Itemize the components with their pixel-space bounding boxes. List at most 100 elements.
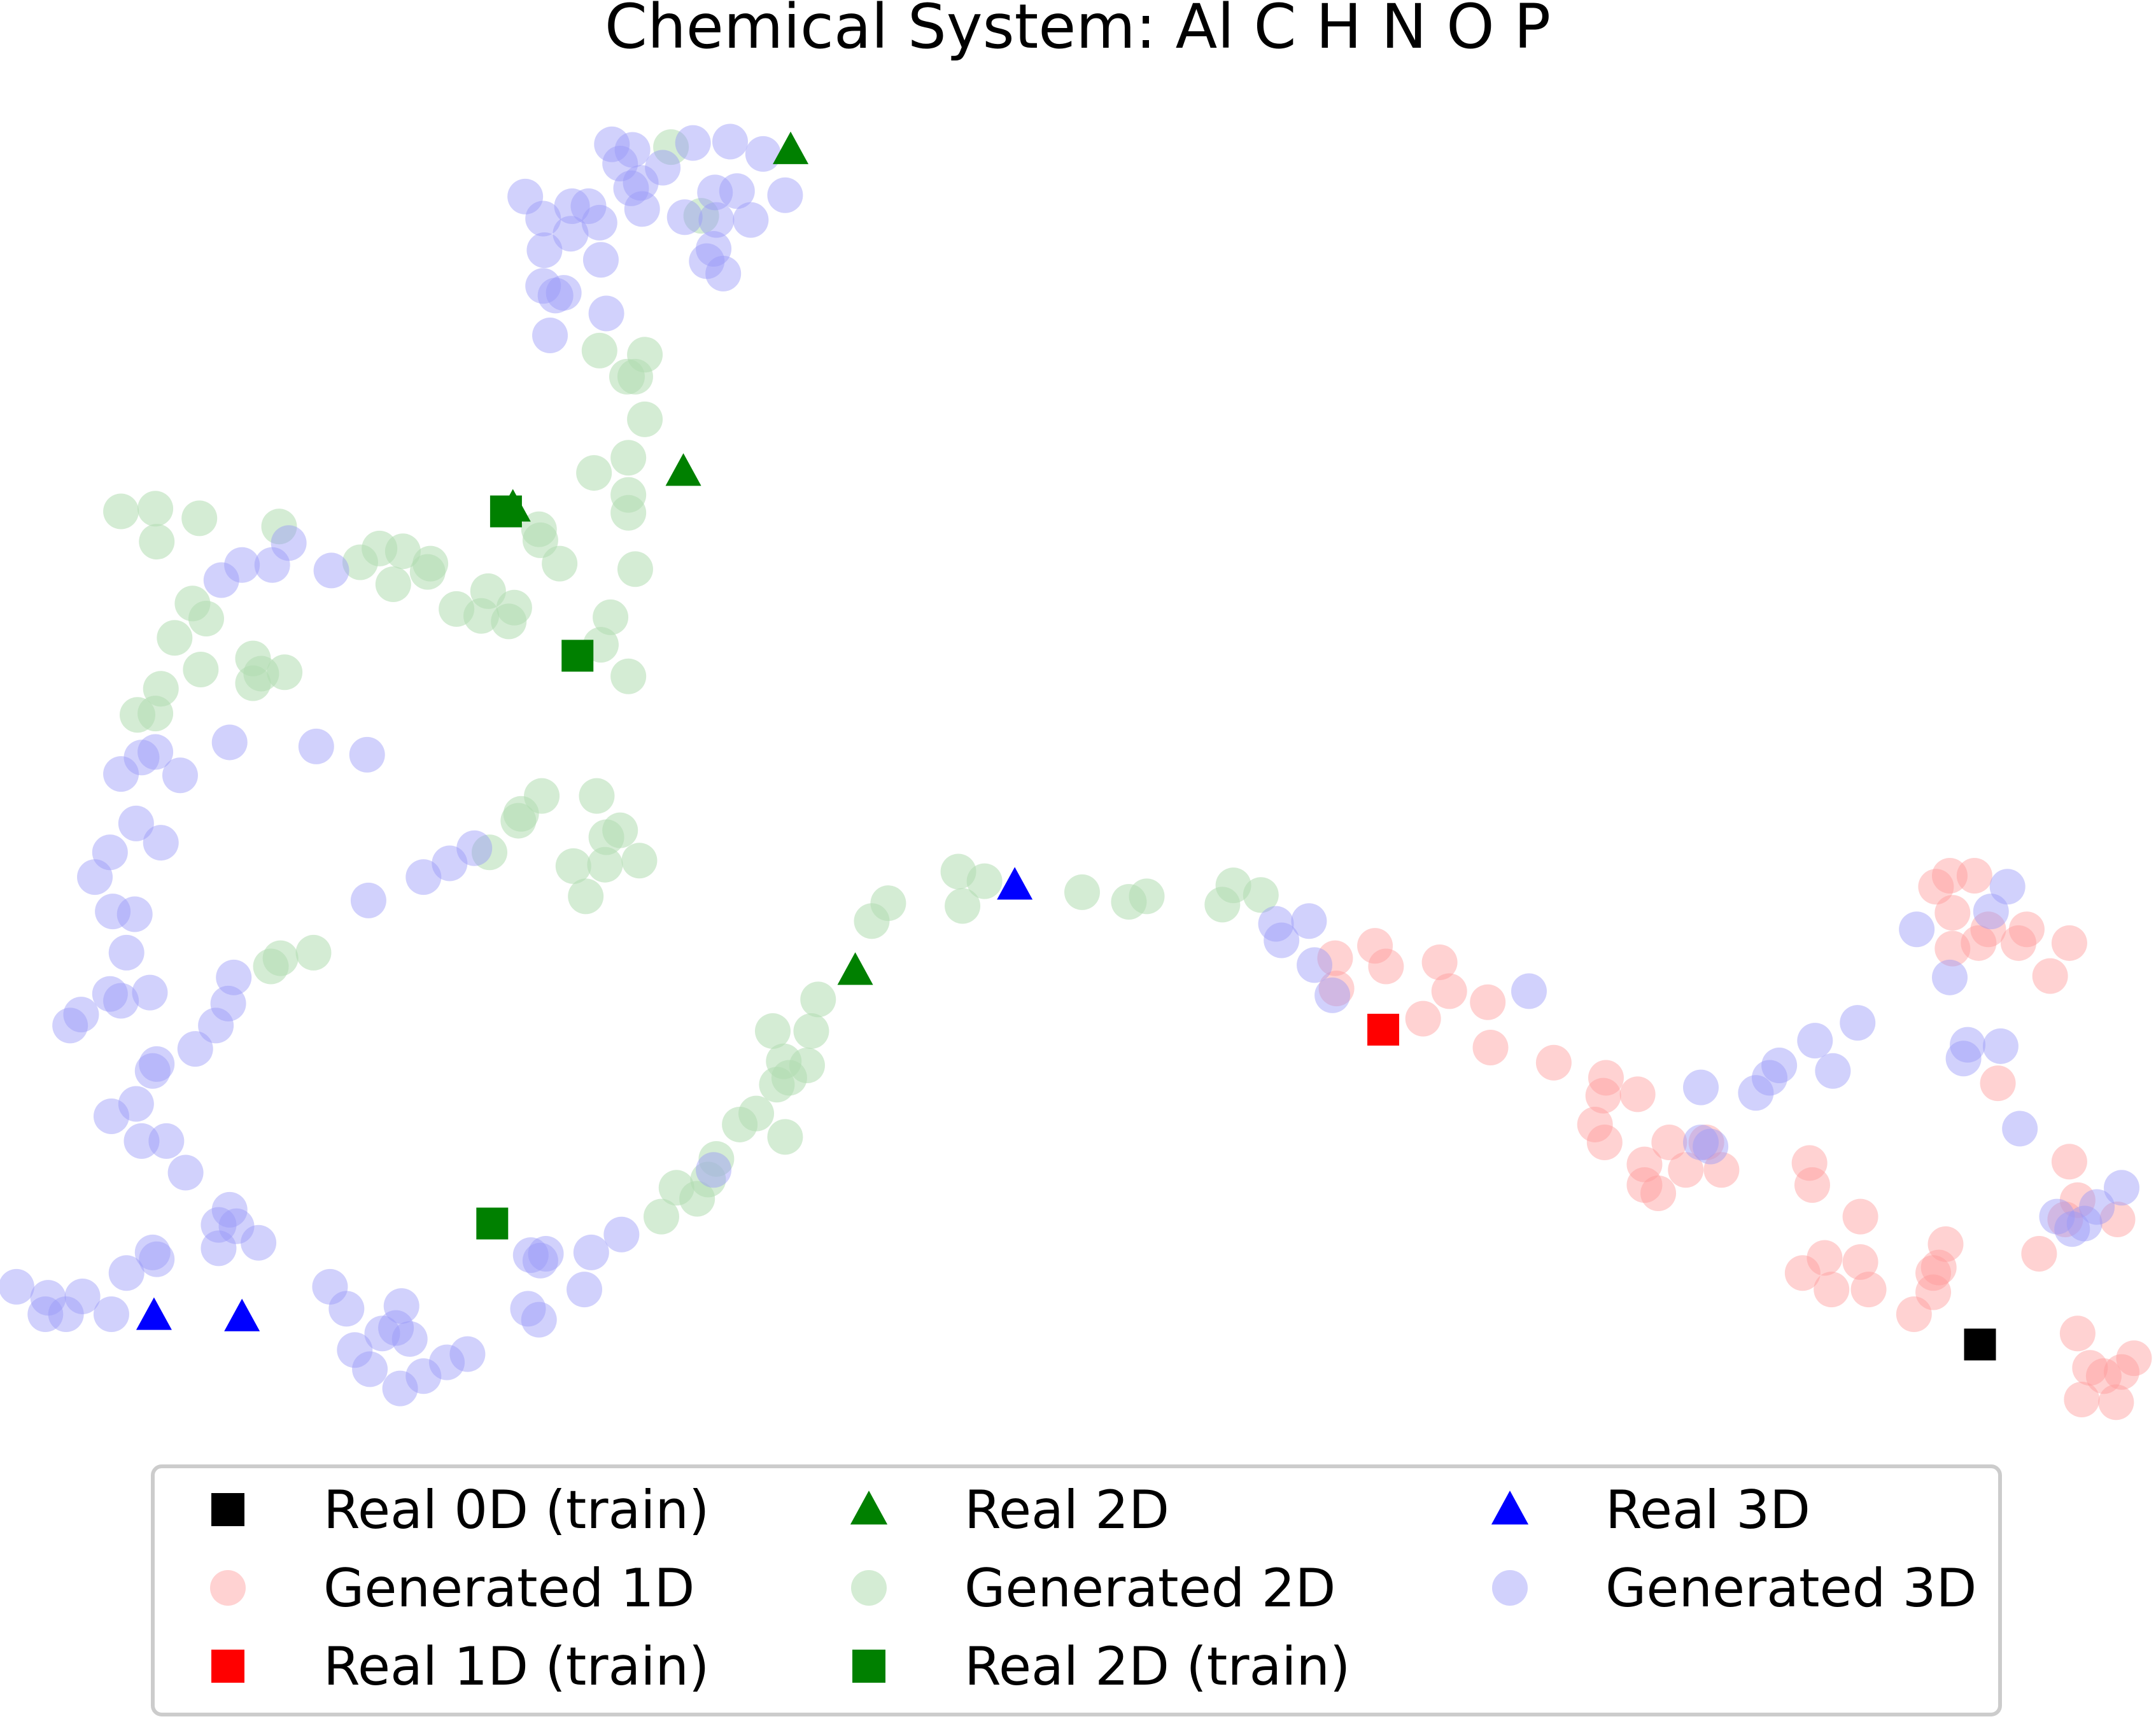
point-generated-3d [350,882,386,918]
point-generated-2d [375,566,411,603]
point-real-2d [495,489,531,522]
point-generated-2d [384,533,421,570]
point-generated-1d [1472,1029,1509,1065]
point-generated-2d [966,863,1003,899]
point-generated-3d [108,934,144,971]
point-generated-3d [95,894,131,930]
point-generated-1d [1357,928,1393,964]
point-generated-3d [1264,922,1300,958]
legend-frame [151,1464,2002,1716]
point-generated-3d [528,1235,564,1272]
point-generated-3d [429,1344,465,1380]
point-generated-3d [537,277,574,314]
point-generated-3d [2103,1170,2139,1206]
point-generated-1d [1619,1076,1656,1112]
point-generated-1d [1927,1226,1964,1262]
point-generated-3d [1752,1060,1788,1096]
point-generated-3d [52,1007,88,1044]
point-generated-3d [1693,1128,1729,1165]
point-generated-3d [63,997,99,1033]
point-generated-1d [1626,1167,1663,1203]
point-generated-3d [1291,903,1327,939]
point-generated-3d [582,242,619,278]
point-generated-3d [675,125,711,161]
series-generated-1d [1317,857,2152,1421]
legend-label: Real 0D (train) [323,1479,709,1541]
point-generated-1d [2032,958,2068,994]
point-generated-2d [183,651,219,687]
point-generated-3d [378,1310,414,1346]
legend-items: Real 0D (train) Generated 1D Real 1D (trai… [210,1479,1976,1697]
point-generated-3d [666,199,703,235]
point-generated-3d [254,547,290,583]
point-real-3d [136,1297,172,1330]
point-generated-3d [525,268,561,304]
point-generated-2d [1129,878,1165,915]
point-generated-3d [167,1154,204,1191]
series-real-1d-train [1367,1013,1400,1046]
point-generated-3d [712,123,749,160]
point-generated-3d [645,150,681,186]
point-generated-3d [623,165,659,201]
point-generated-3d [405,859,442,895]
point-generated-2d [627,401,663,437]
point-generated-2d [643,1198,679,1235]
point-real-2d-train [476,1207,509,1240]
legend-label: Real 2D [964,1479,1169,1541]
legend-label: Generated 3D [1605,1557,1976,1619]
point-generated-2d [1204,887,1241,923]
point-generated-3d [570,188,607,225]
point-generated-1d [1970,911,2006,948]
point-generated-3d [92,976,128,1012]
point-generated-1d [1934,930,1971,967]
legend-label: Real 3D [1605,1479,1810,1541]
point-generated-1d [1807,1240,1843,1276]
point-real-3d [997,867,1033,900]
point-generated-3d [2002,1111,2038,1147]
point-generated-1d [1703,1152,1740,1188]
point-generated-3d [1297,947,1333,983]
legend-item-real-1d-train: Real 1D (train) [211,1636,709,1697]
point-generated-3d [698,202,735,238]
point-generated-3d [507,178,544,214]
point-generated-3d [2039,1198,2075,1235]
point-generated-2d [587,846,623,883]
series-real-3d [136,867,1033,1331]
point-generated-2d [1064,874,1100,910]
legend-item-real-2d-train: Real 2D (train) [852,1636,1350,1697]
legend-marker [1491,1491,1529,1525]
point-generated-3d [603,1216,640,1252]
point-generated-1d [2051,1144,2087,1180]
point-generated-3d [2054,1211,2090,1247]
point-generated-2d [683,198,719,234]
point-generated-3d [613,170,649,206]
point-generated-3d [210,985,246,1021]
point-generated-1d [1920,1249,1957,1286]
point-generated-3d [624,191,660,227]
point-generated-3d [1899,911,1935,948]
point-generated-3d [2066,1205,2103,1242]
point-generated-1d [2085,1358,2122,1394]
point-generated-1d [1784,1255,1821,1291]
legend-item-generated-3d: Generated 3D [1492,1557,1976,1619]
series-generated-3d [0,123,2139,1407]
legend: Real 0D (train) Generated 1D Real 1D (trai… [151,1464,2002,1716]
point-generated-3d [92,834,128,871]
point-generated-2d [262,940,299,976]
point-generated-2d [243,656,279,692]
point-generated-2d [593,599,629,635]
point-generated-2d [471,834,507,871]
point-generated-1d [1421,944,1458,981]
point-generated-3d [77,859,113,895]
point-generated-3d [216,959,252,995]
point-generated-3d [697,174,733,211]
point-generated-1d [1588,1060,1624,1096]
point-generated-3d [139,1046,175,1082]
point-generated-3d [271,525,307,561]
point-generated-1d [1814,1272,1850,1308]
point-generated-3d [224,547,260,583]
point-generated-3d [93,1296,129,1333]
point-generated-2d [568,878,604,915]
point-generated-3d [2079,1189,2115,1225]
